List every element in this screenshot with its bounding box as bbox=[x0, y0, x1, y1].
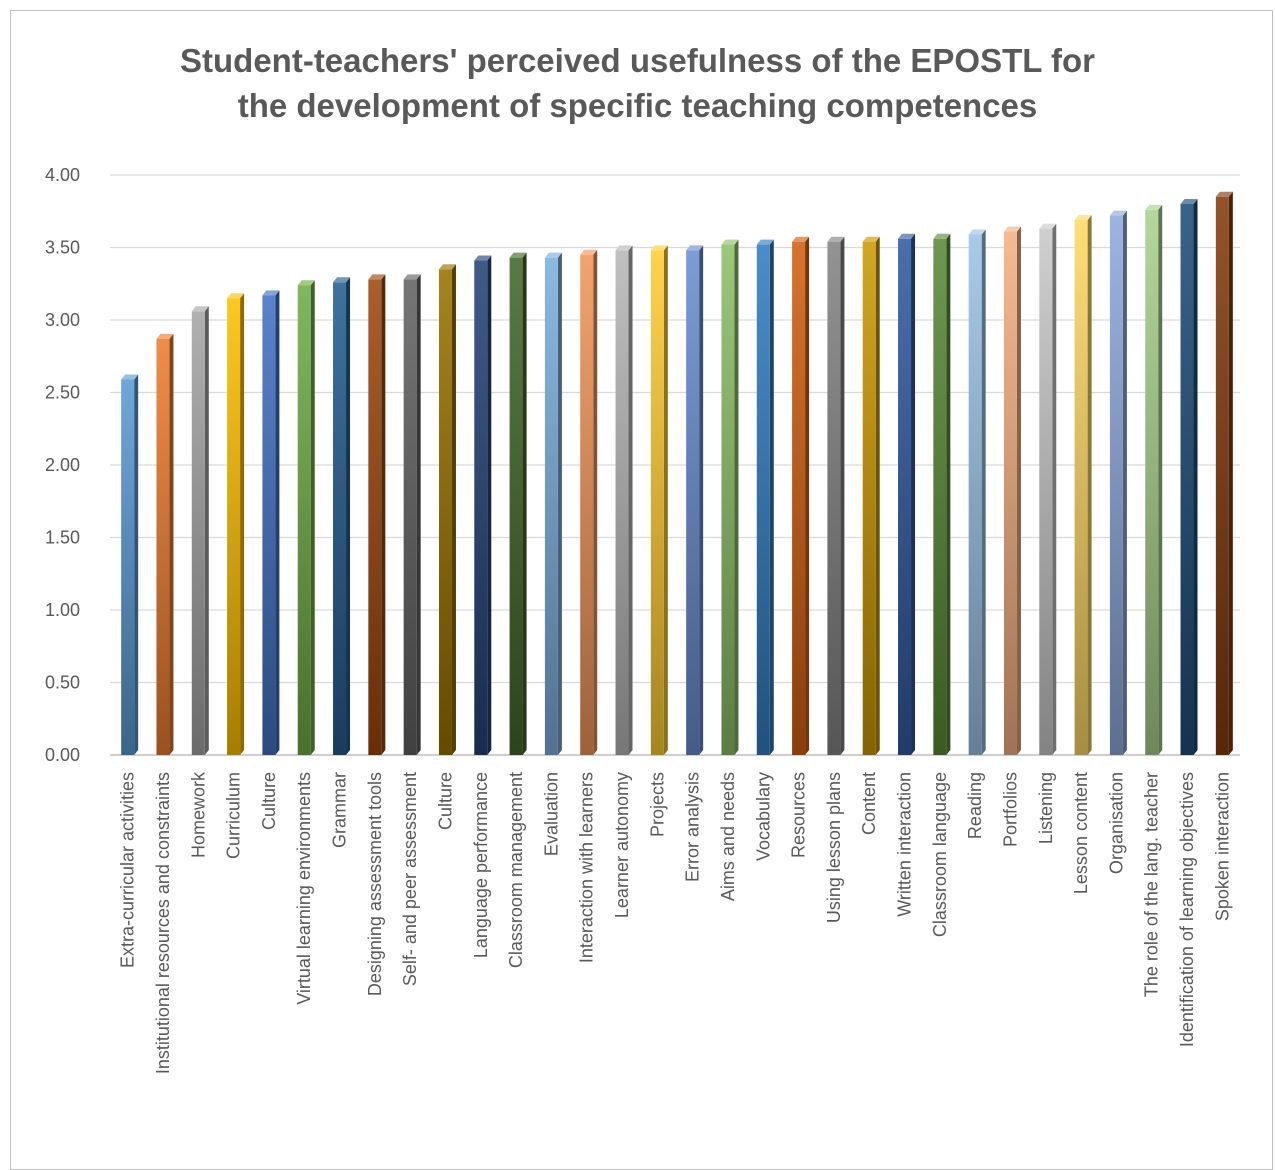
x-tick-label: Using lesson plans bbox=[824, 772, 844, 923]
bar bbox=[615, 245, 633, 755]
bar bbox=[191, 306, 209, 755]
x-tick-label: Organisation bbox=[1106, 772, 1126, 874]
x-tick-label: Resources bbox=[789, 772, 809, 858]
x-tick-label: Spoken interaction bbox=[1212, 772, 1232, 921]
x-tick-label: Grammar bbox=[330, 772, 350, 848]
y-tick-label: 0.00 bbox=[45, 745, 80, 765]
x-tick-label: Classroom language bbox=[930, 772, 950, 937]
x-tick-label: Interaction with learners bbox=[577, 772, 597, 963]
y-tick-label: 2.00 bbox=[45, 455, 80, 475]
bar bbox=[544, 252, 562, 755]
bar bbox=[227, 293, 245, 755]
x-tick-label: Evaluation bbox=[541, 772, 561, 856]
y-tick-label: 1.00 bbox=[45, 600, 80, 620]
bar bbox=[862, 236, 880, 755]
bar bbox=[262, 290, 280, 755]
x-tick-label: Projects bbox=[647, 772, 667, 837]
x-tick-label: Curriculum bbox=[224, 772, 244, 859]
y-tick-label: 3.00 bbox=[45, 310, 80, 330]
bar bbox=[721, 239, 739, 756]
chart-frame bbox=[10, 10, 1273, 1170]
x-tick-label: Homework bbox=[188, 771, 208, 858]
bar bbox=[333, 277, 351, 755]
x-tick-label: Identification of learning objectives bbox=[1177, 772, 1197, 1047]
bar bbox=[1215, 191, 1233, 755]
x-tick-label: Listening bbox=[1036, 772, 1056, 844]
bar bbox=[650, 245, 668, 755]
bar bbox=[1145, 204, 1163, 756]
bar bbox=[1003, 226, 1021, 756]
chart-title: Student-teachers' perceived usefulness o… bbox=[180, 42, 1095, 124]
bar bbox=[368, 274, 386, 755]
bar bbox=[756, 239, 774, 756]
bar bbox=[827, 236, 845, 755]
x-tick-label: Self- and peer assessment bbox=[400, 772, 420, 986]
bar bbox=[580, 249, 598, 755]
x-tick-label: Language performance bbox=[471, 772, 491, 958]
x-tick-label: Culture bbox=[259, 772, 279, 830]
x-tick-label: Learner autonomy bbox=[612, 772, 632, 918]
bar bbox=[121, 374, 139, 755]
x-tick-label: Institutional resources and constraints bbox=[153, 772, 173, 1074]
bar bbox=[686, 245, 704, 755]
bar bbox=[792, 236, 810, 755]
bar bbox=[156, 333, 174, 755]
x-tick-label: Classroom management bbox=[506, 772, 526, 968]
x-tick-label: Error analysis bbox=[683, 772, 703, 882]
bar bbox=[1039, 223, 1057, 755]
bar bbox=[933, 233, 951, 756]
x-tick-label: Virtual learning environments bbox=[294, 772, 314, 1005]
x-tick-label: Extra-curricular activities bbox=[118, 772, 138, 968]
x-tick-label: Content bbox=[859, 772, 879, 835]
y-tick-label: 2.50 bbox=[45, 383, 80, 403]
x-tick-label: Vocabulary bbox=[753, 772, 773, 861]
x-tick-label: Written interaction bbox=[895, 772, 915, 917]
bar bbox=[438, 264, 456, 755]
y-tick-label: 1.50 bbox=[45, 528, 80, 548]
x-tick-label: Designing assessment tools bbox=[365, 772, 385, 996]
x-tick-label: Reading bbox=[965, 772, 985, 839]
bar bbox=[1109, 210, 1127, 756]
x-tick-label: Aims and needs bbox=[718, 772, 738, 901]
y-tick-label: 4.00 bbox=[45, 165, 80, 185]
bar bbox=[474, 255, 492, 756]
bar bbox=[509, 252, 527, 755]
x-tick-label: Portfolios bbox=[1000, 772, 1020, 847]
bar bbox=[1180, 199, 1198, 755]
bar bbox=[898, 233, 916, 756]
x-tick-label: The role of the lang. teacher bbox=[1142, 772, 1162, 997]
x-tick-label: Lesson content bbox=[1071, 772, 1091, 894]
bar bbox=[1074, 214, 1092, 755]
y-tick-label: 0.50 bbox=[45, 673, 80, 693]
bar bbox=[403, 274, 421, 755]
bar bbox=[297, 280, 315, 755]
y-tick-label: 3.50 bbox=[45, 238, 80, 258]
x-tick-label: Culture bbox=[435, 772, 455, 830]
gridlines bbox=[110, 174, 1240, 756]
bar bbox=[968, 229, 986, 755]
